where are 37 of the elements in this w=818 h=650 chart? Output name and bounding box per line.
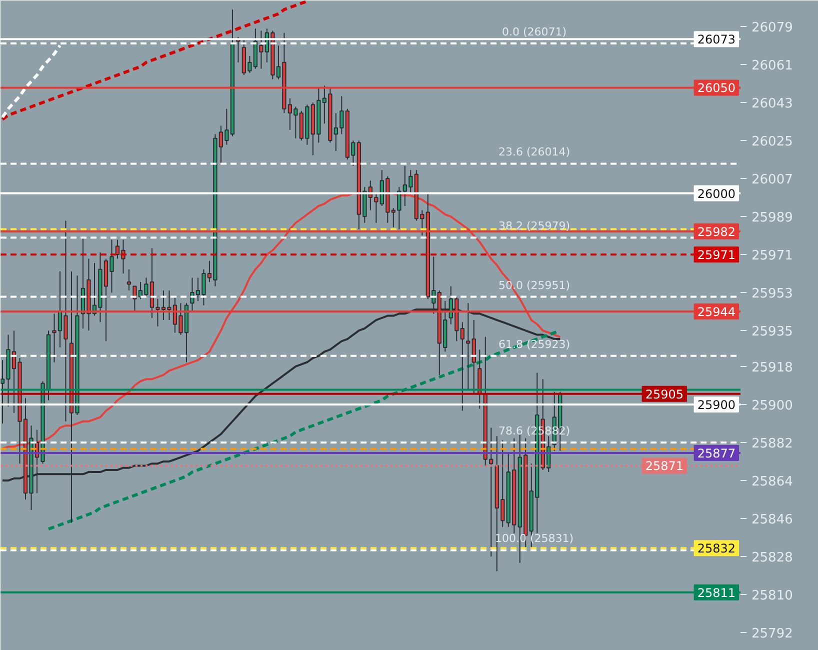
y-tick-label: 25953 — [752, 286, 793, 302]
annotation: 38.2 (25979) — [498, 220, 570, 233]
y-tick-label: 25864 — [752, 474, 793, 490]
y-tick-label: 26043 — [752, 96, 793, 112]
ref-line-label: 25811 — [697, 586, 736, 600]
ref-line-label: 26000 — [697, 186, 736, 201]
annotation: 61.8 (25923) — [498, 338, 570, 351]
y-tick-label: 26061 — [752, 58, 793, 74]
annotation: 23.6 (26014) — [498, 146, 570, 159]
ref-line-label: 25905 — [645, 387, 684, 402]
ref-line-label: 25944 — [697, 305, 736, 320]
ref-line-label: 25982 — [697, 224, 736, 239]
line-series — [1, 0, 309, 121]
candlestick — [460, 322, 464, 412]
y-tick-label: 25846 — [752, 512, 793, 528]
ref-line-label: 25871 — [645, 459, 684, 474]
ref-line-label: 26073 — [697, 32, 736, 47]
candlestick — [0, 360, 5, 424]
y-tick-label: 25900 — [752, 398, 793, 414]
y-tick-label: 25810 — [752, 588, 793, 604]
y-tick-label: 25918 — [752, 360, 793, 376]
y-tick-label: 26025 — [752, 134, 793, 150]
y-tick-label: 25935 — [752, 324, 793, 340]
y-tick-label: 25828 — [752, 550, 793, 566]
y-tick-label: 26079 — [752, 20, 793, 36]
ref-line-label: 25900 — [697, 398, 736, 412]
candlestick — [126, 268, 132, 291]
y-tick-label: 25792 — [752, 626, 793, 642]
y-tick-label: 25882 — [752, 436, 793, 452]
ref-line-label: 25971 — [697, 248, 736, 262]
y-tick-label: 26007 — [752, 172, 793, 188]
ref-line-label: 25877 — [697, 446, 736, 461]
y-tick-label: 25989 — [752, 210, 793, 226]
annotation: 0.0 (26071) — [502, 25, 567, 38]
ref-line-label: 26050 — [697, 81, 736, 96]
y-tick-label: 25971 — [752, 248, 793, 264]
ref-line-label: 25832 — [697, 542, 736, 556]
